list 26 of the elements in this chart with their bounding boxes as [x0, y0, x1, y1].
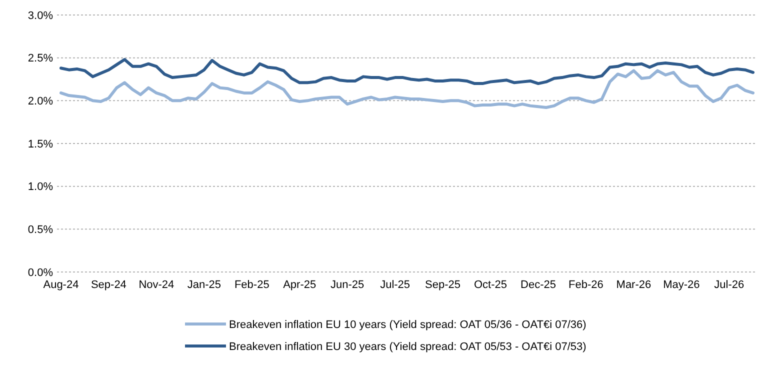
- y-tick-label: 0.0%: [28, 266, 54, 279]
- x-tick-label: Jan-25: [187, 279, 221, 291]
- x-tick-label: Aug-24: [43, 279, 79, 291]
- x-tick-label: Jul-25: [380, 279, 410, 291]
- x-tick-label: Dec-25: [520, 279, 556, 291]
- legend-label: Breakeven inflation EU 30 years (Yield spread: OAT 05/53 - OAT€i 07/53): [229, 340, 586, 353]
- x-tick-label: Feb-26: [568, 279, 604, 291]
- x-tick-label: Sep-24: [90, 279, 126, 291]
- x-tick-label: Jun-25: [330, 279, 364, 291]
- y-tick-label: 2.5%: [28, 52, 54, 65]
- x-tick-label: Sep-25: [425, 279, 461, 291]
- y-tick-label: 0.5%: [28, 224, 54, 236]
- x-tick-label: Mar-26: [616, 279, 652, 291]
- line-series: [59, 58, 755, 86]
- x-tick-label: Jul-26: [714, 279, 744, 291]
- x-tick-label: Feb-25: [234, 279, 270, 291]
- line-series: [59, 69, 755, 110]
- y-tick-label: 3.0%: [28, 10, 54, 22]
- y-tick-label: 1.5%: [28, 138, 54, 150]
- legend-label: Breakeven inflation EU 10 years (Yield spread: OAT 05/36 - OAT€i 07/36): [229, 318, 586, 331]
- x-tick-label: May-26: [663, 279, 700, 291]
- x-tick-label: Nov-24: [138, 279, 174, 291]
- x-tick-label: Apr-25: [283, 279, 316, 291]
- x-tick-label: Oct-25: [474, 279, 508, 291]
- y-tick-label: 2.0%: [28, 96, 54, 108]
- y-tick-label: 1.0%: [28, 181, 54, 194]
